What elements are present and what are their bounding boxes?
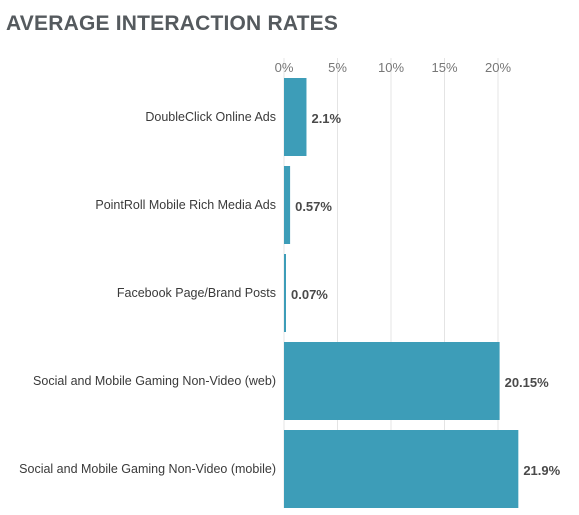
category-label: Social and Mobile Gaming Non-Video (web) <box>33 374 276 388</box>
category-labels: DoubleClick Online Ads PointRoll Mobile R… <box>19 110 276 476</box>
category-label: Facebook Page/Brand Posts <box>117 286 276 300</box>
chart-title: AVERAGE INTERACTION RATES <box>6 12 339 35</box>
x-tick-label: 0% <box>275 60 294 75</box>
bar-value-label: 0.07% <box>291 287 328 302</box>
bar <box>284 342 500 420</box>
bar <box>284 78 307 156</box>
x-tick-label: 15% <box>431 60 457 75</box>
bar <box>284 430 519 508</box>
bars <box>284 78 519 508</box>
bar-value-label: 21.9% <box>523 463 560 478</box>
category-label: DoubleClick Online Ads <box>145 110 276 124</box>
value-labels: 2.1% 0.57% 0.07% 20.15% 21.9% <box>291 111 561 478</box>
x-tick-label: 20% <box>485 60 511 75</box>
x-axis-ticks: 0% 5% 10% 15% 20% <box>275 60 512 75</box>
bar-value-label: 20.15% <box>505 375 550 390</box>
bar <box>284 254 286 332</box>
bar-value-label: 2.1% <box>311 111 341 126</box>
x-tick-label: 10% <box>378 60 404 75</box>
bar <box>284 166 291 244</box>
bar-value-label: 0.57% <box>295 199 332 214</box>
category-label: PointRoll Mobile Rich Media Ads <box>95 198 276 212</box>
x-tick-label: 5% <box>328 60 347 75</box>
category-label: Social and Mobile Gaming Non-Video (mobi… <box>19 462 276 476</box>
